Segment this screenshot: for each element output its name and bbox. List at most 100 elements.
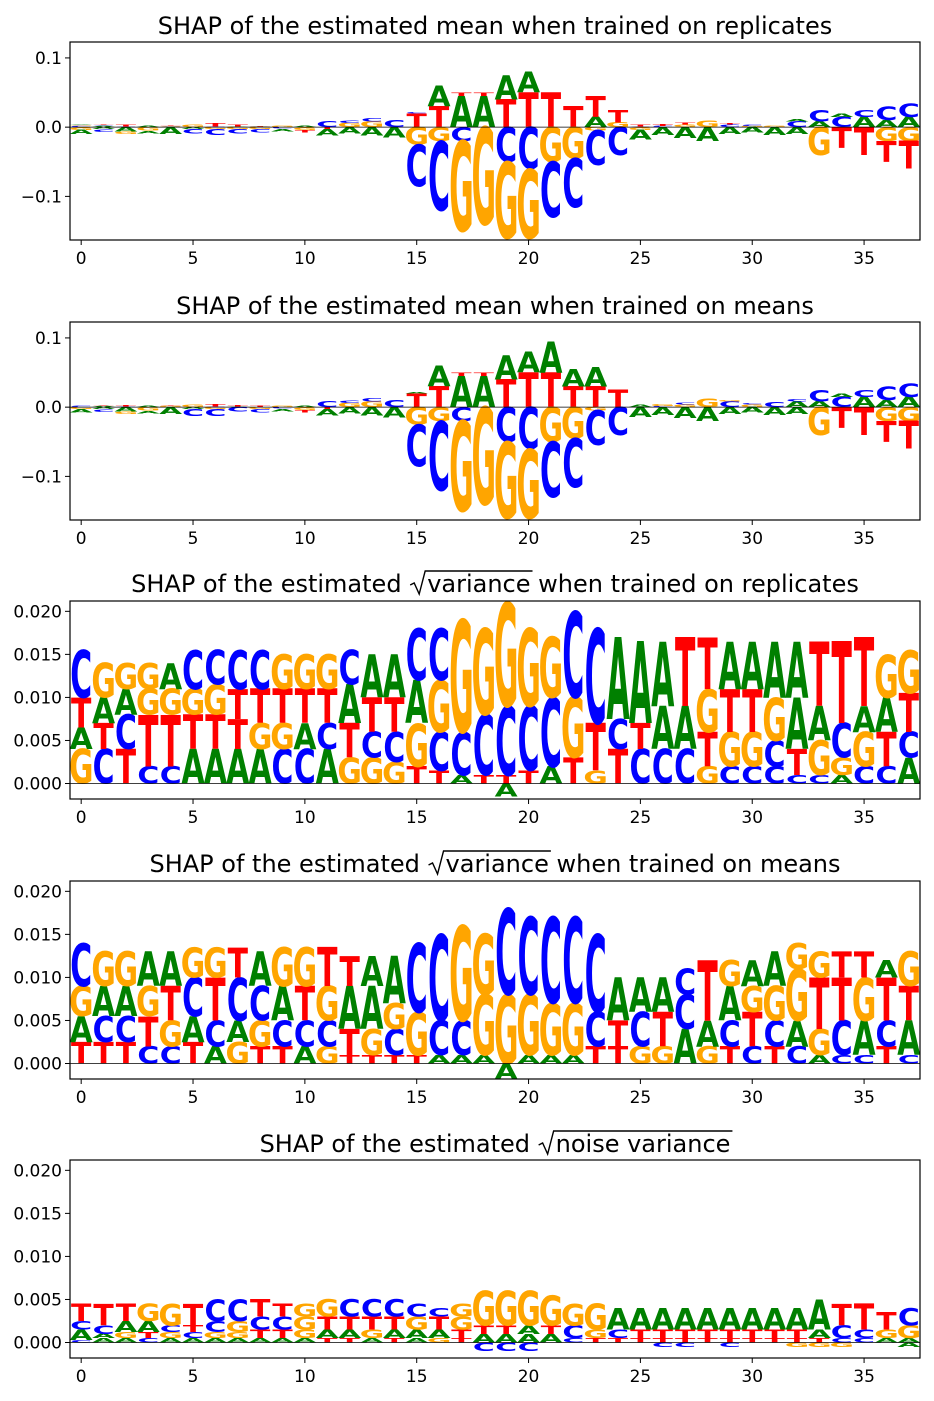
logo-letter-g: G (785, 955, 809, 1037)
logo-letter-t: T (429, 767, 450, 788)
logo-letter-t: T (809, 964, 829, 1046)
logo-letter-g: G (583, 406, 607, 412)
logo-letter-t: T (160, 977, 180, 1032)
logo-letter-t: T (160, 125, 181, 126)
x-tick-label: 15 (406, 1367, 428, 1387)
logo-letter-a: A (808, 697, 831, 752)
logo-letter-c: C (115, 706, 137, 761)
logo-letter-t: T (563, 101, 583, 134)
logo-letter-t: T (228, 712, 249, 759)
logo-letter-c: C (227, 128, 249, 135)
logo-letter-g: G (136, 656, 160, 697)
x-tick-label: 20 (518, 1367, 540, 1387)
logo-letter-c: C (227, 406, 249, 413)
logo-letter-g: G (494, 576, 518, 741)
chart-title: SHAP of the estimated mean when trained … (176, 292, 814, 320)
logo-letter-t: T (876, 723, 896, 778)
logo-letter-g: G (897, 124, 921, 146)
logo-letter-a: A (338, 976, 361, 1044)
logo-letter-a: A (137, 130, 161, 134)
logo-letter-g: G (114, 943, 138, 998)
logo-letter-c: C (451, 722, 473, 790)
logo-letter-g: G (718, 723, 742, 778)
logo-letter-c: C (272, 1313, 294, 1334)
logo-letter-c: C (495, 399, 517, 454)
logo-letter-c: C (428, 912, 450, 1049)
y-tick-label: 0.010 (13, 968, 62, 988)
logo-letter-g: G (293, 1313, 317, 1334)
logo-letter-t: T (451, 1328, 472, 1342)
logo-letters: GATCCTAGTCAGCTGGCTGAATGCATGCATTCAGTCCGTG… (70, 576, 920, 799)
logo-letter-a: A (383, 124, 406, 141)
logo-letter-c: C (383, 1022, 405, 1063)
logo-letter-a: A (741, 628, 764, 704)
logo-letter-a: A (338, 126, 361, 136)
logo-letter-c: C (383, 725, 405, 772)
logo-letter-g: G (293, 646, 317, 701)
logo-letter-g: G (91, 943, 115, 998)
logo-letter-t: T (71, 1300, 92, 1327)
logo-letter-c: C (629, 1003, 651, 1058)
logo-letter-c: C (741, 124, 763, 126)
logo-letter-a: A (517, 346, 541, 379)
logo-letter-c: C (204, 128, 226, 137)
logo-letter-c: C (93, 129, 115, 133)
logo-letter-a: A (405, 392, 429, 394)
logo-letter-g: G (583, 767, 607, 788)
logo-letter-g: G (404, 123, 428, 150)
logo-letter-c: C (383, 119, 405, 130)
logo-letter-c: C (719, 762, 741, 789)
x-tick-label: 35 (853, 249, 875, 269)
logo-letter-t: T (272, 680, 292, 735)
logo-letter-c: C (898, 379, 920, 401)
logo-letter-c: C (361, 117, 383, 123)
x-tick-label: 25 (630, 1088, 652, 1108)
logo-letter-t: T (876, 135, 896, 168)
logo-letter-g: G (516, 978, 540, 1075)
logo-letter-t: T (832, 621, 852, 751)
logo-letter-a: A (495, 70, 519, 108)
logo-letter-g: G (158, 1014, 182, 1055)
y-tick-label: 0.020 (13, 882, 62, 902)
logo-letter-t: T (608, 386, 629, 413)
logo-letter-c: C (876, 1014, 898, 1055)
logo-letter-g: G (516, 430, 540, 541)
logo-letter-a: A (226, 1337, 250, 1344)
logo-letter-c: C (249, 408, 271, 414)
x-tick-label: 0 (76, 1088, 87, 1108)
logo-letter-a: A (785, 1302, 808, 1337)
chart-title-part: SHAP of the estimated (260, 1130, 538, 1158)
logo-panel-2: SHAP of the estimated mean when trained … (21, 292, 921, 549)
logo-letter-t: T (563, 751, 584, 792)
logo-letter-c: C (629, 740, 651, 795)
logo-letter-g: G (69, 127, 93, 131)
logo-letter-t: T (496, 93, 517, 137)
logo-letter-a: A (853, 1012, 876, 1067)
x-tick-label: 20 (518, 249, 540, 269)
logo-letter-g: G (181, 404, 205, 408)
logo-letter-t: T (585, 1337, 606, 1344)
logo-letter-t: T (541, 84, 561, 139)
logo-letter-c: C (450, 124, 472, 146)
logo-letter-c: C (339, 1296, 361, 1323)
logo-letter-g: G (270, 646, 294, 701)
logo-letter-c: C (70, 125, 92, 127)
logo-letter-a: A (360, 125, 384, 138)
logo-letter-a: A (338, 675, 362, 737)
logo-letter-g: G (427, 124, 451, 146)
logo-letter-t: T (407, 390, 427, 412)
logo-letter-c: C (875, 103, 897, 125)
logo-letter-a: A (785, 684, 808, 766)
logo-letter-t: T (697, 1328, 718, 1342)
logo-letter-c: C (518, 689, 540, 792)
x-tick-label: 15 (406, 249, 428, 269)
logo-letter-a: A (316, 1328, 340, 1342)
logo-letter-t: T (585, 90, 605, 123)
logo-letter-c: C (831, 1337, 853, 1344)
logo-letter-a: A (204, 1042, 227, 1069)
logo-letter-a: A (674, 124, 698, 142)
chart-title-part: SHAP of the estimated mean when trained … (158, 12, 832, 40)
logo-letter-a: A (763, 1302, 786, 1337)
logo-letter-t: T (362, 689, 382, 744)
logo-letter-g: G (158, 1331, 182, 1340)
